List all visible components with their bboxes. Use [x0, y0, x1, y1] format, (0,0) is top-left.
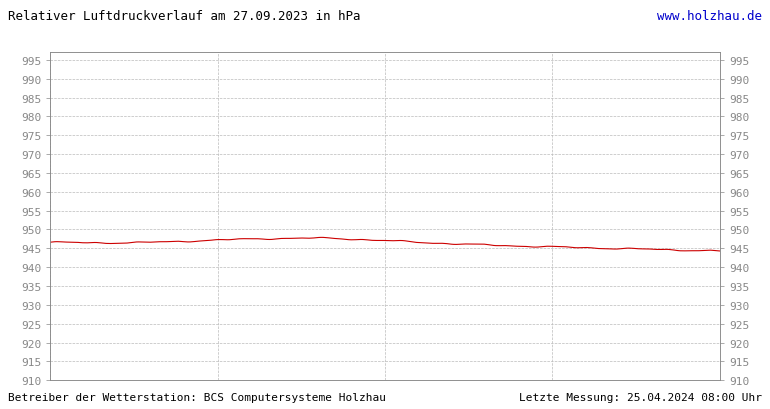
Text: Relativer Luftdruckverlauf am 27.09.2023 in hPa: Relativer Luftdruckverlauf am 27.09.2023…	[8, 10, 360, 23]
Text: Letzte Messung: 25.04.2024 08:00 Uhr: Letzte Messung: 25.04.2024 08:00 Uhr	[519, 392, 762, 402]
Text: Betreiber der Wetterstation: BCS Computersysteme Holzhau: Betreiber der Wetterstation: BCS Compute…	[8, 392, 386, 402]
Text: www.holzhau.de: www.holzhau.de	[658, 10, 762, 23]
